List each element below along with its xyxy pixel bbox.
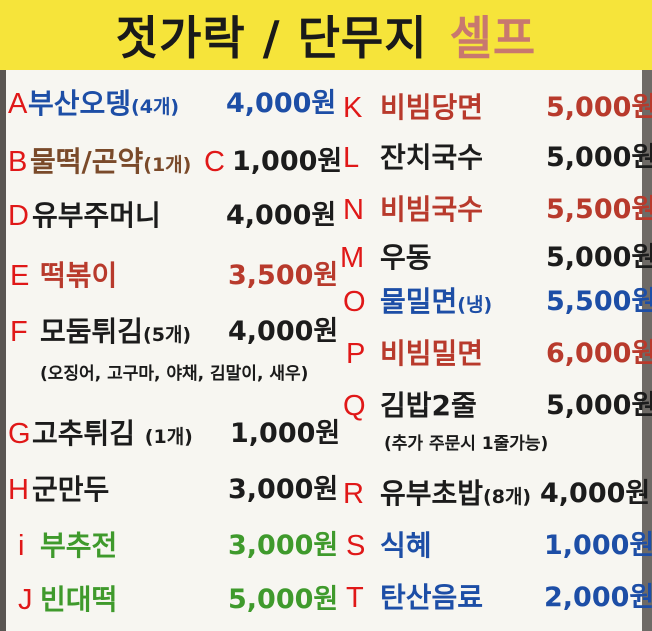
item-name: 유부주머니: [32, 199, 161, 232]
item-name: 탄산음료: [380, 581, 484, 614]
item-price: 3,000원: [228, 474, 339, 505]
item-price: 5,000원: [546, 142, 652, 173]
item-letter: F: [10, 316, 28, 348]
item-letter: B: [8, 146, 28, 178]
menu-item-g: G 고추튀김 (1개) 1,000원: [0, 414, 340, 454]
item-price: 4,000원: [540, 478, 651, 509]
menu-item-n: N 비빔국수 5,500원: [340, 190, 652, 230]
item-letter: P: [346, 338, 366, 370]
item-price: 5,000원: [228, 584, 339, 615]
menu-item-i: i 부추전 3,000원: [0, 526, 338, 566]
item-price: 6,000원: [546, 338, 652, 369]
item-letter: D: [8, 200, 29, 232]
item-name: 비빔국수: [380, 193, 484, 226]
item-note: (오징어, 고구마, 야채, 김말이, 새우): [40, 364, 309, 384]
item-price: 3,500원: [228, 260, 339, 291]
item-name: 부산오뎅(4개): [28, 87, 180, 120]
menu-item-e: E 떡볶이 3,500원: [0, 256, 338, 296]
menu-item-f: F 모둠튀김(5개) 4,000원: [0, 312, 338, 352]
item-price: 1,000원: [544, 530, 652, 561]
item-name: 식혜: [380, 529, 432, 562]
item-price: 1,000원: [230, 418, 341, 449]
item-letter: H: [8, 474, 29, 506]
menu-item-t: T 탄산음료 2,000원: [340, 578, 652, 618]
item-name: 물밀면(냉): [380, 285, 493, 318]
item-name: 모둠튀김(5개): [40, 315, 192, 348]
header-banner: 젓가락 / 단무지 셀프: [0, 0, 652, 70]
item-price: 5,000원: [546, 390, 652, 421]
item-letter: E: [10, 260, 30, 292]
item-name: 김밥2줄: [380, 389, 477, 422]
item-name: 군만두: [32, 473, 110, 506]
menu-item-r: R 유부초밥(8개) 4,000원: [340, 474, 650, 514]
item-name: 비빔밀면: [380, 337, 484, 370]
item-letter: A: [8, 88, 28, 120]
item-price: 2,000원: [544, 582, 652, 613]
item-letter: M: [340, 242, 365, 274]
item-price: 5,000원: [546, 242, 652, 273]
menu-item-q: Q 김밥2줄 5,000원: [340, 386, 652, 426]
item-letter: i: [18, 530, 25, 562]
menu-item-d: D 유부주머니 4,000원: [0, 196, 336, 236]
item-name: 부추전: [40, 529, 118, 562]
item-letter: K: [343, 92, 363, 124]
menu-item-o: O 물밀면(냉) 5,500원: [340, 282, 652, 322]
item-name: 떡볶이: [40, 259, 118, 292]
item-note: (추가 주문시 1줄가능): [384, 434, 549, 454]
menu-item-l: L 잔치국수 5,000원: [340, 138, 652, 178]
item-price: 1,000원: [232, 146, 343, 177]
item-letter: R: [343, 478, 364, 510]
item-letter: G: [8, 418, 31, 450]
menu-item-a: A 부산오뎅(4개) 4,000원: [0, 84, 336, 124]
item-name: 유부초밥(8개): [380, 477, 532, 510]
item-price: 4,000원: [226, 88, 337, 119]
menu-item-k: K 비빔당면 5,000원: [340, 88, 652, 128]
menu-item-s: S 식혜 1,000원: [340, 526, 652, 566]
item-letter: T: [346, 582, 364, 614]
item-name: 빈대떡: [40, 583, 118, 616]
item-price: 4,000원: [226, 200, 337, 231]
item-price: 5,000원: [546, 92, 652, 123]
header-self-label: 셀프: [449, 11, 537, 65]
item-letter: N: [343, 194, 364, 226]
item-price: 5,500원: [546, 194, 652, 225]
menu-item-j: J 빈대떡 5,000원: [0, 580, 338, 620]
item-letter: O: [343, 286, 366, 318]
menu-item-h: H 군만두 3,000원: [0, 470, 338, 510]
header-title: 젓가락 / 단무지: [115, 11, 428, 65]
item-price: 3,000원: [228, 530, 339, 561]
item-name: 고추튀김 (1개): [32, 417, 193, 450]
item-letter: S: [346, 530, 366, 562]
item-name: 비빔당면: [380, 91, 484, 124]
item-price: 4,000원: [228, 316, 339, 347]
menu-item-p: P 비빔밀면 6,000원: [340, 334, 652, 374]
item-letter: Q: [343, 390, 366, 422]
board-edge-left: [0, 0, 6, 631]
item-letter: J: [18, 584, 33, 616]
board-edge-right: [642, 0, 652, 631]
item-name: 우동: [380, 241, 432, 274]
menu-item-b: B 물떡/곤약(1개) C 1,000원: [0, 142, 342, 182]
menu-item-m: M 우동 5,000원: [340, 238, 652, 278]
item-price: 5,500원: [546, 286, 652, 317]
item-letter-c: C: [204, 146, 225, 178]
item-name: 물떡/곤약(1개): [30, 145, 192, 178]
item-name: 잔치국수: [380, 141, 484, 174]
item-letter: L: [343, 142, 360, 174]
